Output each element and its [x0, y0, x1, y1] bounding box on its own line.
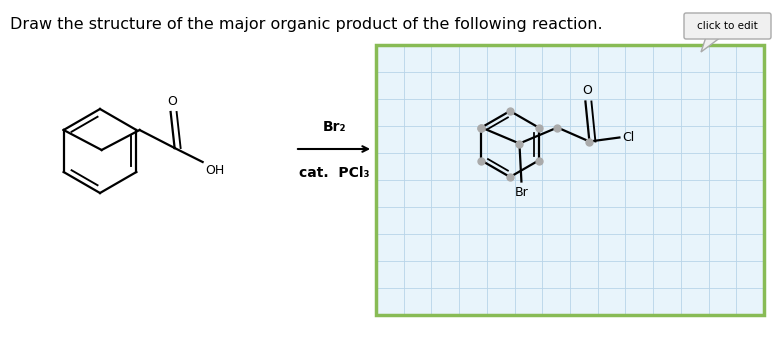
Bar	[376, 45, 764, 315]
Polygon shape	[701, 37, 721, 52]
Text: Br: Br	[514, 185, 528, 199]
Text: Br₂: Br₂	[322, 120, 346, 134]
Text: cat.  PCl₃: cat. PCl₃	[299, 166, 369, 180]
Text: Cl: Cl	[622, 131, 635, 144]
Text: click to edit: click to edit	[697, 21, 758, 31]
Bar	[376, 45, 764, 315]
Text: Draw the structure of the major organic product of the following reaction.: Draw the structure of the major organic …	[10, 17, 603, 32]
FancyBboxPatch shape	[684, 13, 771, 39]
Text: OH: OH	[206, 164, 225, 177]
Text: O: O	[168, 95, 178, 108]
Text: O: O	[583, 84, 592, 98]
